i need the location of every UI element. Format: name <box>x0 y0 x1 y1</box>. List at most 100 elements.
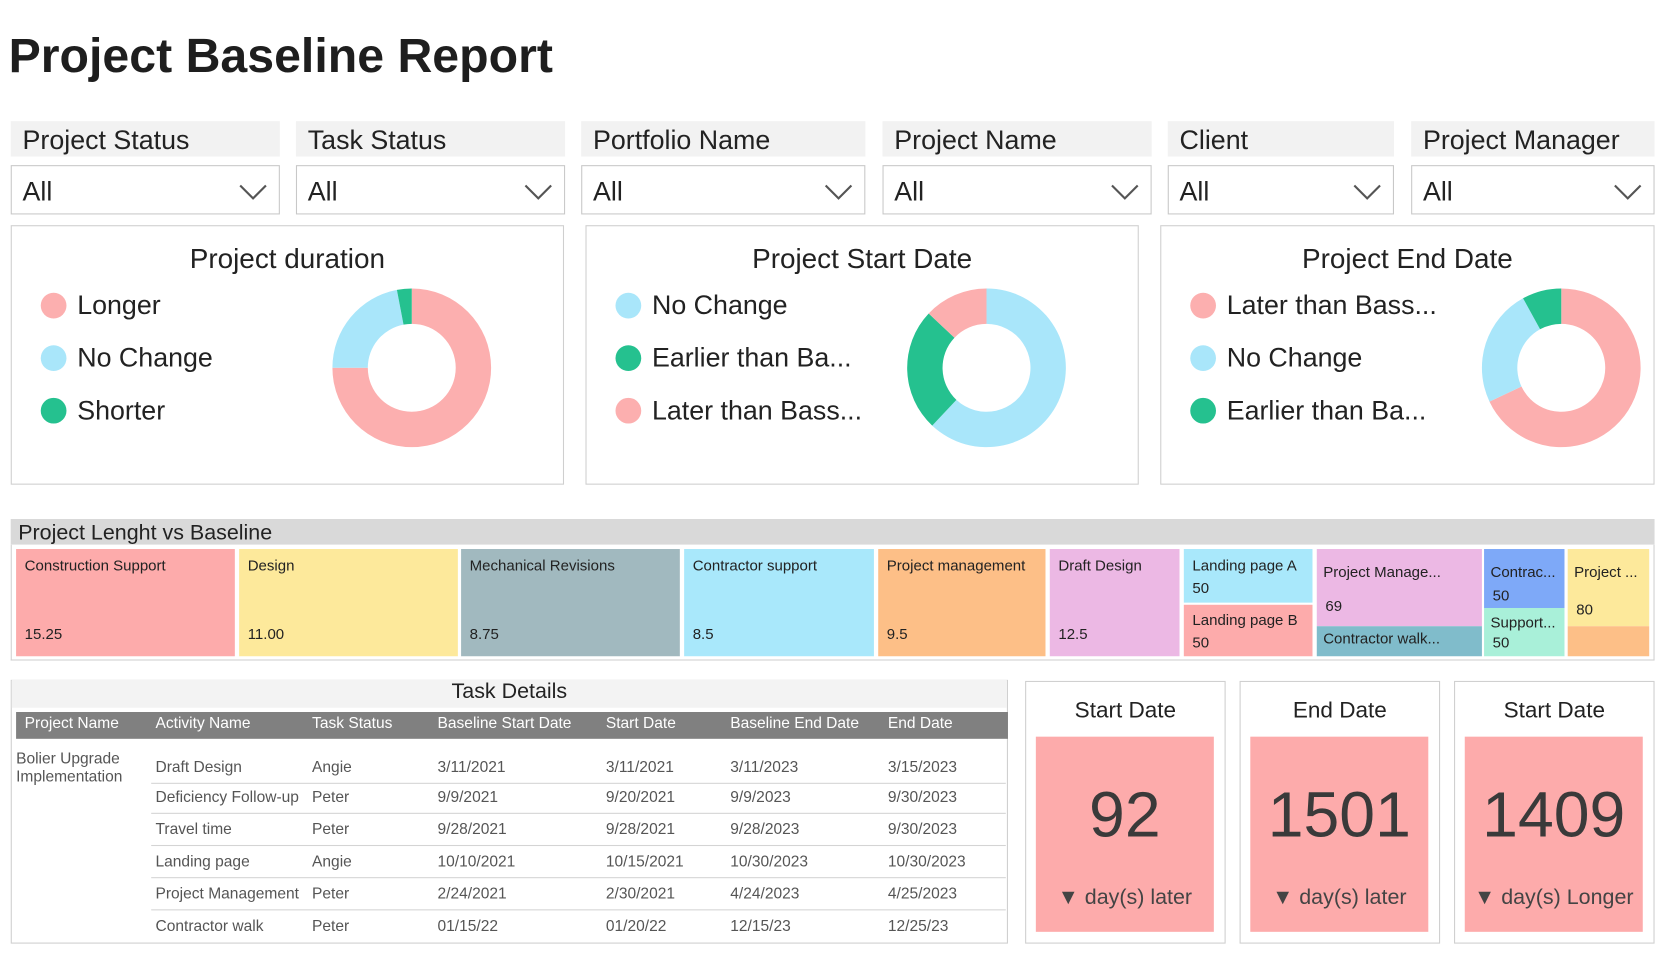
kpi-title: End Date <box>1292 698 1387 723</box>
row-divider <box>151 909 1006 911</box>
page-title: Project Baseline Report <box>8 27 553 83</box>
chevron-path <box>1614 184 1642 200</box>
legend-dot <box>40 345 67 372</box>
kpi-note: ▼ day(s) later <box>1272 885 1407 910</box>
tile-label: Draft Design <box>1058 556 1142 574</box>
chevron-path <box>824 184 853 200</box>
table-cell: 12/25/23 <box>887 917 949 936</box>
kpi-note: ▼ day(s) later <box>1057 885 1193 910</box>
donut-slice <box>928 288 987 338</box>
table-cell: Draft Design <box>155 759 242 777</box>
row-divider <box>151 812 1006 814</box>
table-cell: Deficiency Follow-up <box>155 789 299 807</box>
treemap-tile: Project management 9.5 <box>878 549 1046 657</box>
table-cell: Peter <box>312 917 350 936</box>
filter-label: Client <box>1167 121 1394 157</box>
filter-dropdown[interactable]: All <box>295 165 566 215</box>
treemap-tile: Project Manage... 69 <box>1316 549 1482 627</box>
table-cell: 3/11/2023 <box>730 759 799 777</box>
kpi-box: 1501 ▼ day(s) later <box>1250 736 1429 932</box>
legend-label: Earlier than Ba... <box>651 343 852 374</box>
table-cell: Project Management <box>155 885 299 903</box>
chart-title: Project duration <box>189 242 386 275</box>
table-cell: 9/28/2021 <box>605 821 676 839</box>
legend-dot <box>1190 345 1216 372</box>
table-title: Task Details <box>451 679 568 704</box>
filter-label: Project Manager <box>1411 121 1655 157</box>
legend-label: Longer <box>77 290 161 321</box>
chevron <box>1353 184 1381 200</box>
table-cell: 3/15/2023 <box>887 759 958 777</box>
kpi-value: 1409 <box>1482 778 1626 851</box>
group-cell: Bolier Upgrade Implementation <box>16 750 123 786</box>
donut-slice <box>396 288 412 325</box>
treemap-tile: Design 11.00 <box>239 549 458 657</box>
row-divider <box>151 782 1006 784</box>
tile-value: 8.75 <box>469 625 499 643</box>
table-cell: Peter <box>312 821 350 839</box>
table-cell: 9/9/2023 <box>730 789 791 807</box>
filter-dropdown[interactable]: All <box>10 165 280 215</box>
table-cell: 10/30/2023 <box>887 853 966 871</box>
table-cell: 01/20/22 <box>605 917 667 936</box>
filter-dropdown[interactable]: All <box>1167 165 1394 215</box>
tile-value: 50 <box>1192 633 1210 651</box>
legend-dot <box>1190 397 1216 424</box>
table-cell: Contractor walk <box>155 917 264 936</box>
legend-label: Later than Bass... <box>651 395 863 426</box>
tile-value: 11.00 <box>247 625 285 643</box>
tile-value: 69 <box>1325 597 1343 615</box>
donut-chart <box>907 288 1066 448</box>
table-cell: 9/30/2023 <box>887 821 958 839</box>
tile-label: Design <box>247 556 295 574</box>
tile-label: Landing page B <box>1192 611 1298 629</box>
legend-dot <box>40 397 67 424</box>
column-header: Project Name <box>24 715 119 733</box>
kpi-box: 1409 ▼ day(s) Longer <box>1464 736 1643 932</box>
treemap-tile <box>1567 626 1650 657</box>
column-header: Start Date <box>605 715 676 733</box>
table-cell: Peter <box>312 885 350 903</box>
table-cell: 4/24/2023 <box>730 885 800 903</box>
legend-label: No Change <box>77 343 213 374</box>
chevron-path <box>1111 184 1139 200</box>
table-cell: Angie <box>312 853 352 871</box>
treemap-tile: Contractor support 8.5 <box>684 549 874 657</box>
table-cell: 9/28/2021 <box>437 821 507 839</box>
filter-dropdown[interactable]: All <box>581 165 866 215</box>
legend-dot <box>40 292 67 319</box>
kpi-title: Start Date <box>1074 698 1177 723</box>
legend-dot <box>615 292 642 319</box>
donut-chart <box>1481 288 1641 448</box>
filter-label: Task Status <box>295 121 566 157</box>
table-cell: 9/28/2023 <box>730 821 800 839</box>
table-cell: 3/11/2021 <box>605 759 674 777</box>
tile-label: Landing page A <box>1192 556 1297 574</box>
donut-slice <box>332 289 404 368</box>
column-header: End Date <box>887 715 953 733</box>
filter-dropdown[interactable]: All <box>1411 165 1655 215</box>
treemap-header: Project Lenght vs Baseline <box>10 518 1655 545</box>
tile-value: 8.5 <box>692 625 714 643</box>
treemap-tile: Project ... 80 <box>1567 549 1650 627</box>
table-cell: 2/30/2021 <box>605 885 676 903</box>
legend-dot <box>615 397 642 424</box>
tile-value: 15.25 <box>24 625 63 643</box>
tile-value: 80 <box>1576 600 1593 618</box>
chart-title: Project Start Date <box>752 242 973 275</box>
tile-label: Project management <box>886 556 1026 574</box>
tile-value: 12.5 <box>1058 625 1088 643</box>
filter-label: Project Name <box>882 121 1152 157</box>
chevron-path <box>524 184 552 200</box>
legend-label: No Change <box>651 290 788 321</box>
filter-dropdown[interactable]: All <box>882 165 1152 215</box>
table-header-row <box>16 712 1008 739</box>
tile-value: 50 <box>1192 579 1210 597</box>
column-header: Activity Name <box>155 715 251 733</box>
legend-dot <box>1190 292 1216 319</box>
tile-label: Project Manage... <box>1323 562 1441 581</box>
legend-label: Later than Bass... <box>1226 290 1437 321</box>
chevron-path <box>1353 184 1381 200</box>
legend-dot <box>615 345 642 372</box>
chevron <box>824 184 853 200</box>
